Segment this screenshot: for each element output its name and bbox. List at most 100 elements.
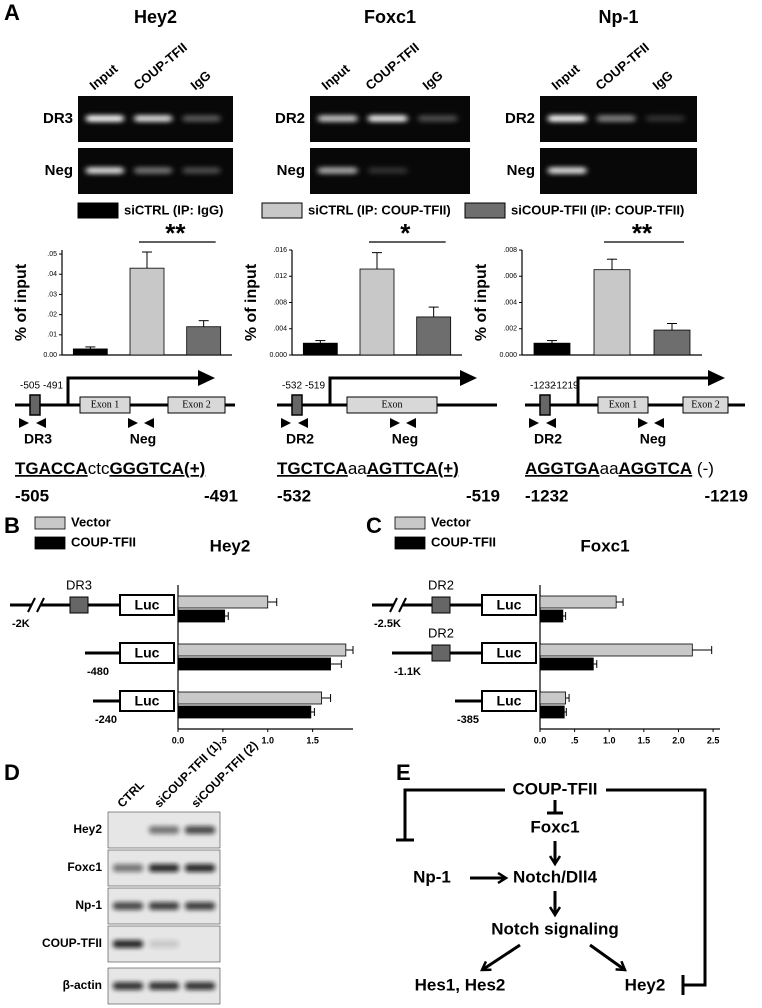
- bar: [539, 595, 617, 609]
- site-end: -519: [305, 381, 325, 392]
- pathway-node: Foxc1: [530, 817, 579, 836]
- break-mark: [27, 597, 36, 613]
- sequence: TGACCActcGGGTCA(+): [15, 459, 205, 478]
- lane-label: Input: [86, 61, 120, 93]
- primer-arrow: [128, 418, 138, 428]
- lane-label: COUP-TFII: [592, 40, 651, 93]
- gel-band: [86, 115, 124, 122]
- error-bar: [607, 258, 617, 270]
- panel-label: C: [366, 513, 382, 538]
- significance: **: [165, 218, 186, 248]
- lane-label: IgG: [649, 68, 675, 93]
- construct-label: -385: [457, 714, 479, 726]
- bar: [653, 329, 691, 356]
- primer-arrow: [281, 418, 291, 428]
- bar: [177, 691, 322, 705]
- sequence-part: (-): [692, 459, 714, 478]
- error-bar: [593, 660, 598, 668]
- primer-label: DR2: [286, 431, 314, 447]
- error-bar: [330, 660, 342, 668]
- construct-label: -2K: [12, 618, 30, 630]
- legend-label: COUP-TFII: [431, 534, 496, 549]
- luc-box: [119, 594, 175, 616]
- x-tick-label: .5: [571, 735, 579, 745]
- binding-site: [291, 394, 303, 416]
- x-tick-label: 1.5: [638, 735, 651, 745]
- site-label: DR2: [428, 625, 454, 640]
- significance: *: [400, 218, 411, 248]
- error-bar: [142, 251, 152, 269]
- y-tick-label: .016: [273, 247, 287, 254]
- legend-swatch: [261, 202, 303, 219]
- legend-swatch: [394, 536, 426, 550]
- error-bar: [321, 694, 332, 702]
- gel-row-label: DR3: [43, 110, 73, 127]
- blot-row-label: COUP-TFII: [42, 936, 102, 950]
- bar: [177, 609, 226, 623]
- legend-label: COUP-TFII: [71, 534, 136, 549]
- exon-label: Exon 2: [691, 399, 720, 410]
- construct-label: -240: [95, 714, 117, 726]
- y-tick-label: 0.000: [269, 352, 287, 359]
- site-start: -532: [282, 381, 302, 392]
- y-tick-label: .04: [47, 271, 57, 278]
- blot-band: [113, 940, 143, 948]
- blot-row-label: Foxc1: [67, 860, 102, 874]
- y-tick-label: 0.000: [499, 352, 517, 359]
- tss-arrow: [66, 376, 200, 405]
- y-tick-label: 0.00: [43, 352, 57, 359]
- inhibit-link: [606, 788, 707, 987]
- luc-box: [481, 642, 537, 664]
- bar: [593, 269, 631, 356]
- x-tick-label: 1.0: [603, 735, 616, 745]
- panel-label: B: [4, 513, 20, 538]
- error-bar: [372, 252, 382, 270]
- gel-title: Np-1: [599, 7, 639, 27]
- chart-title: Foxc1: [580, 536, 629, 555]
- y-tick-label: .05: [47, 251, 57, 258]
- x-tick-label: .5: [219, 735, 227, 745]
- gel-band: [597, 115, 636, 122]
- significance: **: [632, 218, 653, 248]
- error-bar: [547, 340, 557, 344]
- legend-swatch: [34, 516, 66, 530]
- gel-band: [182, 167, 221, 174]
- gel-band: [368, 167, 408, 174]
- sequence-part: TGCTCA: [277, 459, 348, 478]
- y-tick-label: .02: [47, 311, 57, 318]
- luc-box: [481, 594, 537, 616]
- sequence-start: -532: [277, 486, 311, 505]
- blot-band: [149, 902, 179, 910]
- primer-label: DR3: [24, 431, 52, 447]
- error-bar: [345, 646, 354, 654]
- site-end: -491: [43, 381, 63, 392]
- primer-label: Neg: [392, 431, 418, 447]
- gel-row-label: Neg: [277, 162, 305, 179]
- exon-label: Exon 2: [182, 399, 211, 410]
- legend-label: Vector: [431, 514, 471, 529]
- legend-swatch: [464, 202, 506, 219]
- y-tick-label: .004: [273, 326, 287, 333]
- exon: [167, 396, 226, 414]
- pathway-node: Notch/Dll4: [513, 867, 598, 886]
- sequence-part: TGACCA: [15, 459, 88, 478]
- gel-title: Hey2: [134, 7, 177, 27]
- primer-label: DR2: [534, 431, 562, 447]
- x-tick-label: 1.5: [306, 735, 319, 745]
- blot-band: [185, 826, 215, 834]
- sequence-start: -505: [15, 486, 49, 505]
- gel-band: [368, 115, 408, 122]
- site-start: -1232: [530, 381, 556, 392]
- blot-band: [185, 982, 215, 990]
- gel-band: [418, 115, 458, 122]
- primer-arrow: [36, 418, 46, 428]
- sequence-part: AGGTGA: [525, 459, 600, 478]
- bar: [177, 643, 347, 657]
- y-tick-label: .006: [503, 273, 517, 280]
- luc-label: Luc: [135, 645, 160, 661]
- error-bar: [310, 708, 315, 716]
- bar: [302, 342, 338, 356]
- primer-arrow: [638, 418, 648, 428]
- lane-label: COUP-TFII: [130, 40, 189, 93]
